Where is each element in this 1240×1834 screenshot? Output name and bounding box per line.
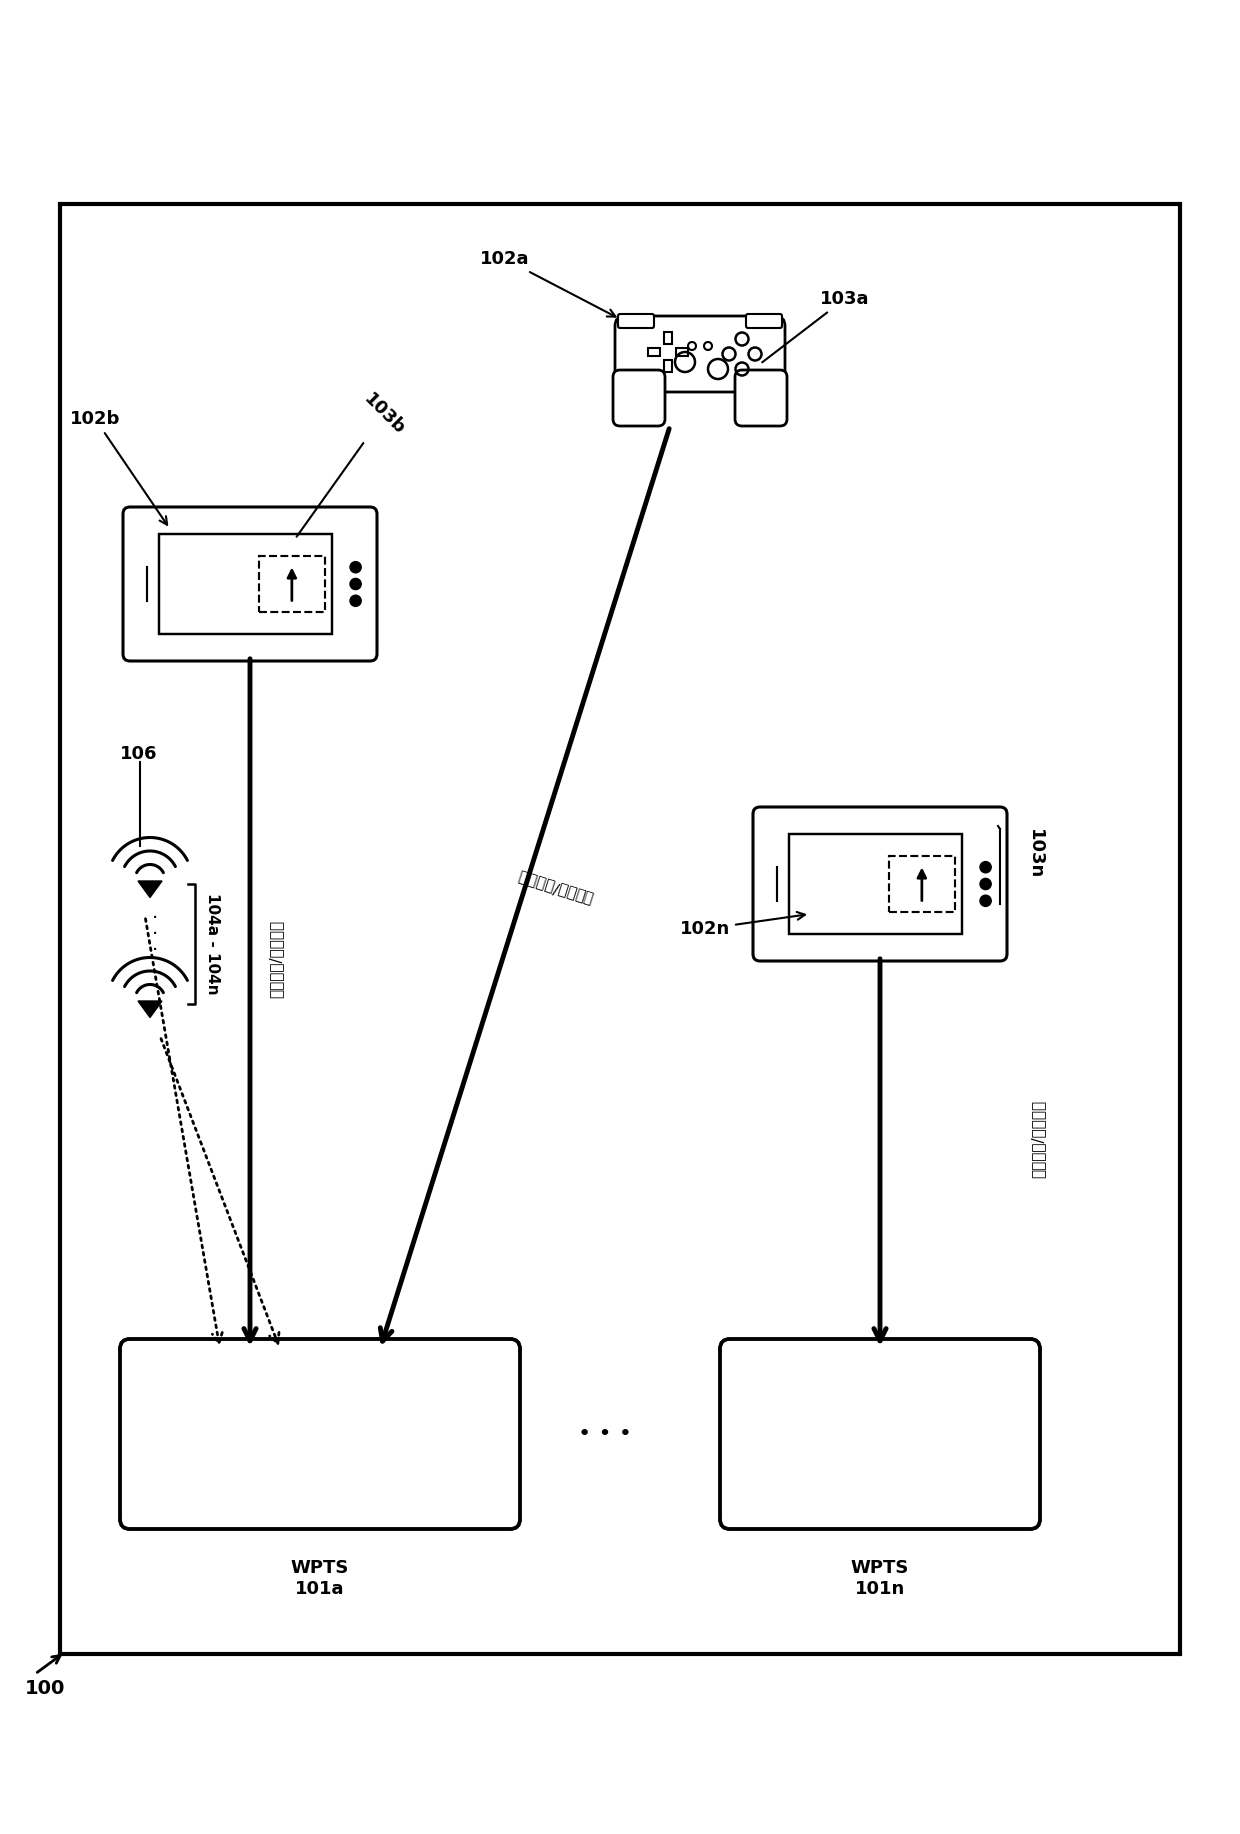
FancyBboxPatch shape bbox=[649, 348, 660, 356]
Text: 103a: 103a bbox=[763, 290, 869, 363]
Text: 100: 100 bbox=[25, 1678, 66, 1698]
FancyBboxPatch shape bbox=[60, 204, 1180, 1654]
Text: WPTS
101a: WPTS 101a bbox=[291, 1559, 350, 1597]
FancyBboxPatch shape bbox=[618, 314, 653, 328]
FancyBboxPatch shape bbox=[746, 314, 782, 328]
Text: 102b: 102b bbox=[69, 411, 167, 525]
Text: WPTS
101n: WPTS 101n bbox=[851, 1559, 909, 1597]
Polygon shape bbox=[138, 1001, 162, 1018]
FancyBboxPatch shape bbox=[789, 834, 961, 934]
Text: 102a: 102a bbox=[480, 249, 615, 317]
Text: 无线电力/数据链路: 无线电力/数据链路 bbox=[268, 921, 283, 998]
Circle shape bbox=[350, 561, 361, 572]
FancyBboxPatch shape bbox=[615, 315, 785, 392]
Circle shape bbox=[350, 578, 361, 589]
Circle shape bbox=[980, 878, 991, 889]
Circle shape bbox=[980, 862, 991, 873]
Text: 104a - 104n: 104a - 104n bbox=[205, 893, 219, 994]
Text: 无线电力/数据链路: 无线电力/数据链路 bbox=[516, 869, 594, 906]
Circle shape bbox=[350, 596, 361, 607]
FancyBboxPatch shape bbox=[663, 332, 672, 345]
Text: 103n: 103n bbox=[1025, 829, 1044, 878]
FancyBboxPatch shape bbox=[613, 370, 665, 425]
Text: 106: 106 bbox=[120, 745, 157, 763]
FancyBboxPatch shape bbox=[159, 534, 331, 635]
FancyBboxPatch shape bbox=[753, 807, 1007, 961]
FancyBboxPatch shape bbox=[663, 359, 672, 372]
FancyBboxPatch shape bbox=[676, 348, 688, 356]
FancyBboxPatch shape bbox=[120, 1339, 520, 1530]
Circle shape bbox=[980, 895, 991, 906]
Text: 无线电力/数据链路: 无线电力/数据链路 bbox=[1030, 1100, 1045, 1177]
FancyBboxPatch shape bbox=[720, 1339, 1040, 1530]
FancyBboxPatch shape bbox=[735, 370, 787, 425]
Text: 102n: 102n bbox=[680, 911, 805, 937]
FancyBboxPatch shape bbox=[123, 506, 377, 660]
Text: 103b: 103b bbox=[296, 389, 408, 537]
Polygon shape bbox=[138, 880, 162, 897]
Text: • • •: • • • bbox=[578, 1423, 632, 1443]
Text: ·
·
·: · · · bbox=[151, 908, 159, 959]
